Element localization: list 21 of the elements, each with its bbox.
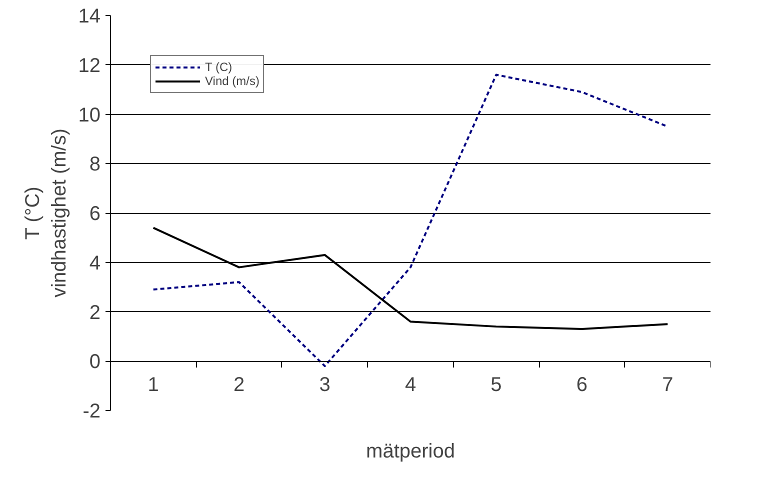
line-series <box>152 226 669 330</box>
y-tick-label: 14 <box>78 6 101 28</box>
y-tick-label: 8 <box>89 154 100 176</box>
y-axis-title: T (°C) vindhastighet (m/s) <box>22 128 70 298</box>
x-tick-label: 4 <box>404 374 416 396</box>
legend-label: Vind (m/s) <box>205 74 260 88</box>
y-tick-label: 4 <box>89 252 100 274</box>
x-tick-label: 1 <box>148 374 159 396</box>
y-tick-label: 12 <box>78 54 101 77</box>
x-tick-label: 2 <box>234 374 245 396</box>
x-tick-label: 6 <box>576 374 588 396</box>
x-axis-title: mätperiod <box>366 440 455 462</box>
y-tick-label: 6 <box>89 203 100 225</box>
x-tick-label: 5 <box>490 374 502 396</box>
legend-label: T (C) <box>205 60 232 74</box>
x-tick-label: 7 <box>662 374 674 396</box>
y-tick-label: -2 <box>82 400 101 422</box>
x-tick-label: 3 <box>319 374 330 396</box>
y-tick-label: 2 <box>89 302 100 324</box>
y-tick-label: 10 <box>78 104 101 126</box>
y-tick-label: 0 <box>89 351 100 374</box>
